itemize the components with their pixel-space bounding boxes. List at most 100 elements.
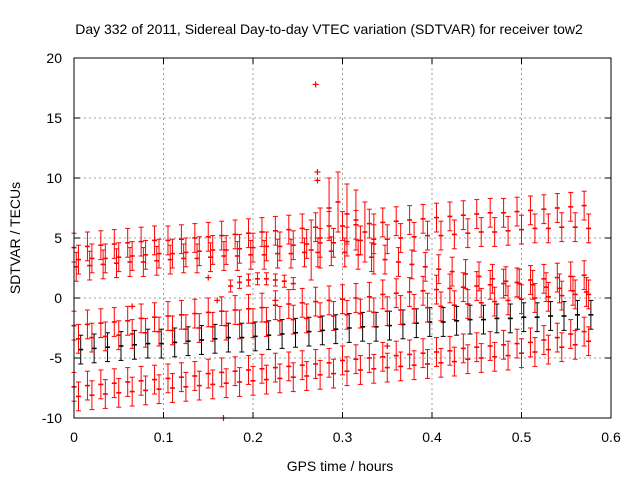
error-bar-point [272, 290, 278, 321]
error-bar-point [196, 236, 202, 267]
error-bar-point [116, 377, 122, 408]
outlier-point [272, 297, 279, 304]
error-bar-point [154, 245, 160, 276]
x-tick-label: 0 [70, 429, 78, 445]
error-bar-point [492, 217, 498, 247]
error-bar-point [581, 260, 587, 291]
error-bar-point [272, 273, 278, 287]
x-axis-label: GPS time / hours [287, 458, 394, 474]
error-bar-point [250, 308, 256, 339]
x-tick-label: 0.3 [333, 429, 353, 445]
error-bar-point [169, 315, 175, 346]
outlier-point [384, 343, 391, 349]
error-bar-point [561, 301, 567, 331]
error-bar-point [344, 183, 350, 245]
error-bar-point [212, 323, 218, 354]
error-bar-point [559, 332, 565, 363]
error-bar-point [210, 235, 216, 265]
error-bar-point [447, 201, 453, 232]
error-bar-point [451, 219, 457, 250]
error-bar-point [360, 311, 366, 342]
error-bar-point [317, 359, 323, 390]
error-bar-point [371, 213, 377, 275]
error-bar-point [299, 350, 305, 381]
error-bar-point [207, 242, 213, 273]
error-bar-point [279, 319, 285, 349]
error-bar-point [246, 273, 252, 287]
error-bar-point [277, 305, 283, 336]
error-bar-point [98, 230, 104, 261]
error-bar-point [433, 274, 439, 305]
error-bar-point [541, 325, 547, 355]
error-bar-point [263, 364, 269, 395]
series-bump [228, 272, 296, 293]
error-bar-point [89, 322, 95, 353]
error-bar-point [534, 302, 540, 333]
error-bar-point [380, 279, 386, 310]
error-bar-point [125, 227, 131, 258]
error-bar-point [572, 329, 578, 360]
error-bar-point [554, 322, 560, 353]
error-bar-point [465, 344, 471, 375]
error-bar-point [568, 261, 574, 292]
outlier-point [129, 303, 136, 310]
error-bar-point [205, 297, 211, 328]
error-bar-point [118, 331, 124, 361]
error-bar-point [306, 316, 312, 347]
error-bar-point [263, 272, 269, 286]
error-bar-point [331, 301, 337, 331]
error-bar-point [299, 287, 305, 318]
error-bar-point [178, 362, 184, 393]
error-bar-point [304, 361, 310, 391]
error-bar-point [586, 279, 592, 310]
error-bar-point [519, 214, 524, 245]
error-bar-point [519, 338, 524, 369]
error-bar-point [304, 229, 310, 259]
error-bar-point [313, 349, 319, 379]
error-bar-point [272, 215, 278, 246]
outlier-point [314, 177, 321, 184]
error-bar-point [541, 194, 547, 225]
error-bar-point [572, 279, 578, 310]
error-bar-point [228, 279, 234, 293]
error-bar-point [447, 273, 453, 304]
error-bar-point [487, 331, 493, 361]
error-bar-point [366, 281, 372, 312]
error-bar-point [239, 322, 245, 353]
error-bar-point [340, 284, 345, 315]
data-marks [71, 81, 594, 421]
error-bar-point [319, 315, 325, 346]
error-bar-point [317, 207, 323, 269]
error-bar-point [366, 208, 372, 239]
error-bar-point [503, 266, 509, 297]
error-bar-point [143, 239, 149, 270]
error-bar-point [545, 281, 551, 312]
error-bar-point [425, 292, 431, 323]
error-bar-point [340, 211, 345, 241]
error-bar-point [581, 190, 587, 221]
x-tick-label: 0.1 [154, 429, 174, 445]
error-bar-point [554, 193, 560, 223]
error-bar-point [342, 237, 348, 268]
error-bar-point [527, 265, 533, 295]
error-bar-point [259, 292, 265, 323]
error-bar-point [196, 313, 202, 343]
error-bar-point [353, 189, 359, 251]
error-bar-point [494, 303, 500, 334]
error-bar-point [514, 196, 520, 227]
error-bar-point [492, 341, 498, 372]
error-bar-point [382, 244, 388, 275]
plot-border [73, 57, 612, 419]
error-bar-point [463, 259, 469, 289]
error-bar-point [440, 307, 446, 337]
series-band-7 [71, 316, 587, 402]
error-bar-point [340, 345, 345, 376]
error-bar-point [568, 191, 574, 222]
error-bar-point [261, 239, 267, 270]
error-bar-point [393, 340, 399, 371]
error-bar-point [196, 370, 202, 401]
y-tick-label: 10 [46, 170, 62, 186]
error-bar-point [409, 249, 415, 280]
error-bar-point [505, 285, 511, 316]
error-bar-point [467, 304, 473, 335]
